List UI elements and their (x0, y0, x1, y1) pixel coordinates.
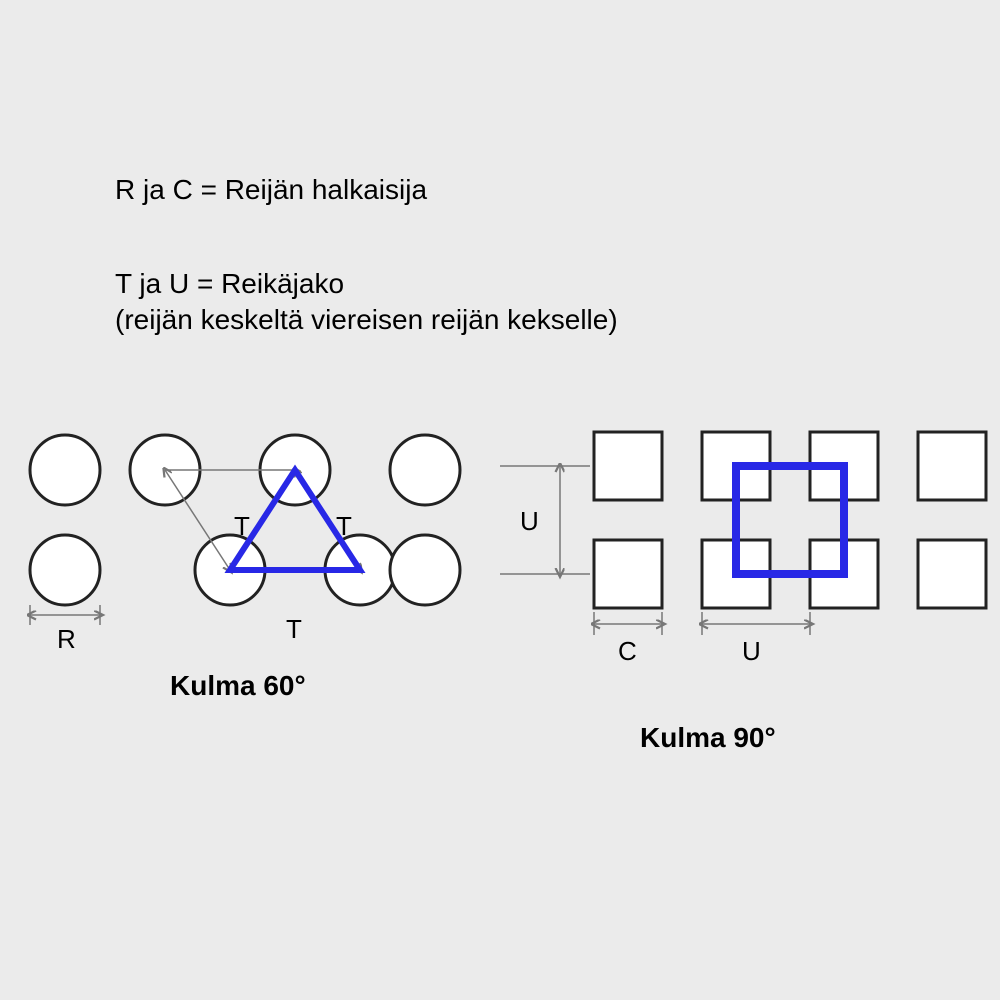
circle-top-1 (30, 435, 100, 505)
label-T-left: T (234, 511, 250, 541)
circle-bot-4 (390, 535, 460, 605)
label-T-right: T (336, 511, 352, 541)
label-R: R (57, 624, 76, 654)
label-U-left: U (520, 506, 539, 536)
label-T-bottom: T (286, 614, 302, 644)
square-bot-1 (594, 540, 662, 608)
label-C: C (618, 636, 637, 666)
circle-top-4 (390, 435, 460, 505)
caption-90deg: Kulma 90° (640, 720, 776, 756)
square-top-1 (594, 432, 662, 500)
circle-bot-1 (30, 535, 100, 605)
caption-60deg: Kulma 60° (170, 668, 306, 704)
label-U-bottom: U (742, 636, 761, 666)
square-bot-4 (918, 540, 986, 608)
square-top-4 (918, 432, 986, 500)
diagram-90deg: U C U (480, 0, 1000, 800)
